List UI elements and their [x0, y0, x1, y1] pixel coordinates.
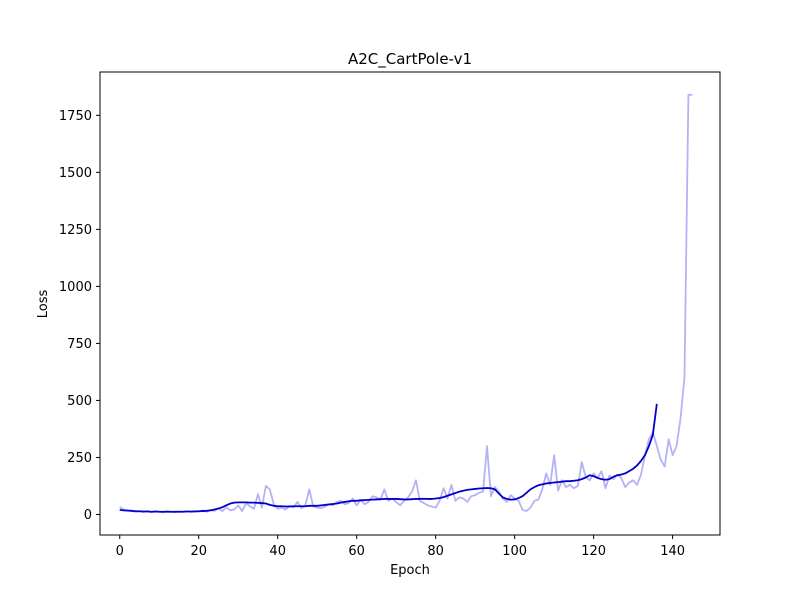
x-tick-label: 40: [269, 544, 286, 559]
y-tick-label: 750: [67, 337, 92, 352]
x-tick-label: 0: [116, 544, 124, 559]
y-tick-label: 500: [67, 394, 92, 409]
x-axis-label: Epoch: [390, 563, 430, 578]
x-tick-label: 120: [581, 544, 606, 559]
y-tick-label: 1750: [59, 109, 92, 124]
y-tick-label: 1000: [59, 280, 92, 295]
x-tick-label: 80: [427, 544, 444, 559]
axes-frame: [99, 71, 721, 536]
y-tick-label: 0: [84, 508, 92, 523]
y-tick-label: 250: [67, 451, 92, 466]
chart-title: A2C_CartPole-v1: [348, 50, 472, 69]
plot-area: [99, 71, 721, 536]
series-layer: [119, 93, 693, 514]
y-tick-label: 1500: [59, 166, 92, 181]
x-tick-label: 100: [502, 544, 527, 559]
x-tick-label: 20: [190, 544, 207, 559]
series-line-smoothed: [119, 403, 658, 513]
x-tick-label: 140: [660, 544, 685, 559]
y-tick-label: 1250: [59, 223, 92, 238]
x-axis: 0 20 40 60 80 100 120 140: [116, 535, 685, 559]
y-axis-label: Loss: [36, 290, 51, 319]
x-tick-label: 60: [348, 544, 365, 559]
y-axis: 0 250 500 750 1000 1250 1500 1750: [59, 109, 100, 523]
